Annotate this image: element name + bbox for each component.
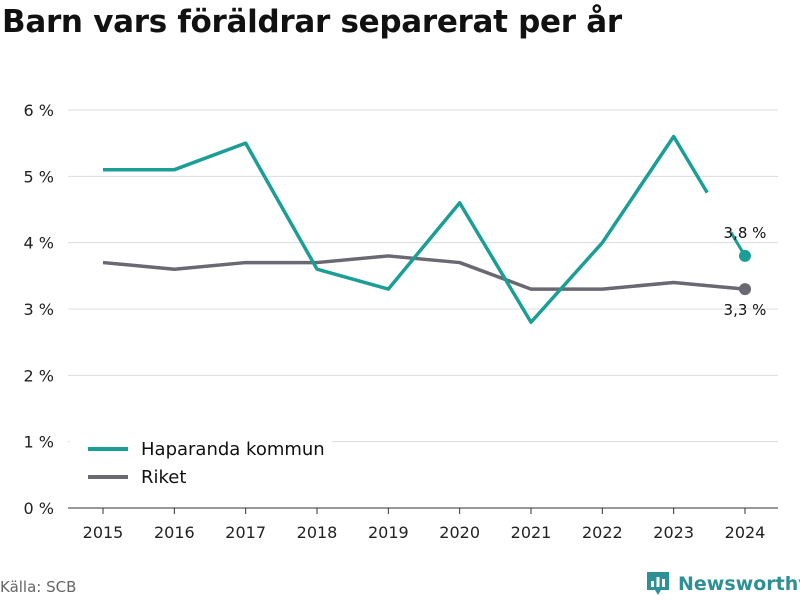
chart-title: Barn vars föräldrar separerat per år [2,4,622,40]
series-line-riket [102,254,746,291]
y-axis-ticks: 0 % 1 % 2 % 3 % 4 % 5 % 6 % [24,101,54,518]
y-tick-label: 5 % [24,167,54,186]
series-markers: 3,3 % 3,8 % [724,224,767,319]
y-tick-label: 6 % [24,101,54,120]
end-value-label: 3,8 % [724,224,767,242]
x-tick-label: 2017 [225,523,266,542]
end-value-label: 3,3 % [724,301,767,319]
gridlines [68,109,778,443]
x-tick-label: 2023 [653,523,694,542]
legend-background [70,432,332,496]
y-tick-label: 0 % [24,499,54,518]
y-tick-label: 3 % [24,300,54,319]
end-point-marker [739,249,751,262]
series-line-haparanda [103,134,709,325]
newsworthy-logo-icon [647,572,669,595]
x-axis: 2015 2016 2017 2018 2019 2020 2021 2022 2023 2024 [68,507,778,542]
series-lines [102,134,747,325]
legend: Haparanda kommun Riket [70,432,332,496]
x-tick-label: 2015 [83,523,124,542]
x-tick-label: 2021 [511,523,552,542]
x-tick-label: 2024 [725,523,766,542]
x-tick-label: 2018 [297,523,338,542]
legend-label: Riket [141,467,186,488]
brand-name: Newsworthy [678,573,800,595]
x-tick-label: 2016 [154,523,195,542]
source-note: Källa: SCB [0,578,77,596]
x-tick-label: 2020 [439,523,480,542]
end-point-marker [739,283,751,296]
y-tick-label: 1 % [24,433,54,452]
brand-logo: Newsworthy [645,570,800,598]
x-tick-label: 2022 [582,523,623,542]
y-tick-label: 2 % [24,366,54,385]
legend-label: Haparanda kommun [141,439,325,460]
y-tick-label: 4 % [24,234,54,253]
x-tick-label: 2019 [368,523,409,542]
